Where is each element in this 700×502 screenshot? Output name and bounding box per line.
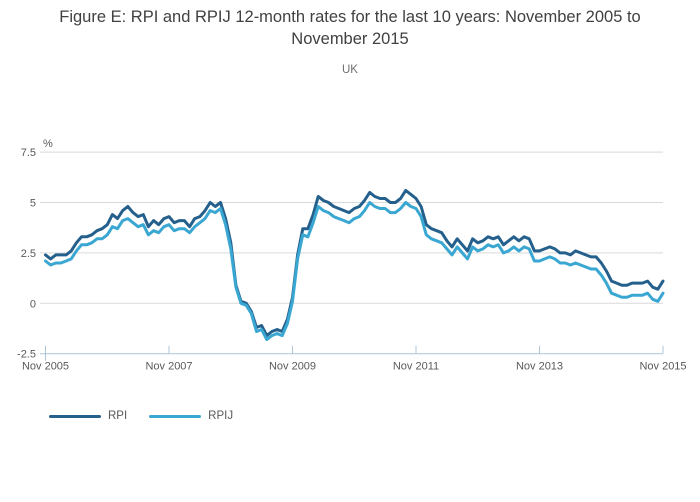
legend-item-rpij[interactable]: RPIJ xyxy=(149,410,233,422)
y-tick-label: 0 xyxy=(30,298,36,310)
legend-label-rpij: RPIJ xyxy=(208,410,234,422)
y-tick-label: 2.5 xyxy=(21,248,36,260)
legend-swatch-rpi xyxy=(49,414,101,418)
x-tick-label: Nov 2013 xyxy=(516,361,563,373)
chart-header: Figure E: RPI and RPIJ 12-month rates fo… xyxy=(25,6,675,76)
x-tick-label: Nov 2005 xyxy=(22,361,69,373)
legend-item-rpi[interactable]: RPI xyxy=(49,410,127,422)
x-tick-label: Nov 2015 xyxy=(639,361,686,373)
y-tick-label: 7.5 xyxy=(21,147,36,159)
legend: RPI RPIJ xyxy=(49,410,233,422)
page-subtitle: UK xyxy=(342,64,358,76)
y-tick-label: -2.5 xyxy=(17,349,36,361)
x-tick-label: Nov 2009 xyxy=(269,361,316,373)
x-tick-label: Nov 2007 xyxy=(145,361,192,373)
series-line-rpi xyxy=(44,188,665,338)
page-title: Figure E: RPI and RPIJ 12-month rates fo… xyxy=(59,8,641,48)
y-tick-label: 5 xyxy=(30,198,36,210)
series-line-rpij xyxy=(44,201,665,342)
legend-label-rpi: RPI xyxy=(108,410,128,422)
legend-swatch-rpij xyxy=(149,414,202,418)
y-axis-unit-label: % xyxy=(43,138,53,150)
x-tick-label: Nov 2011 xyxy=(393,361,439,373)
